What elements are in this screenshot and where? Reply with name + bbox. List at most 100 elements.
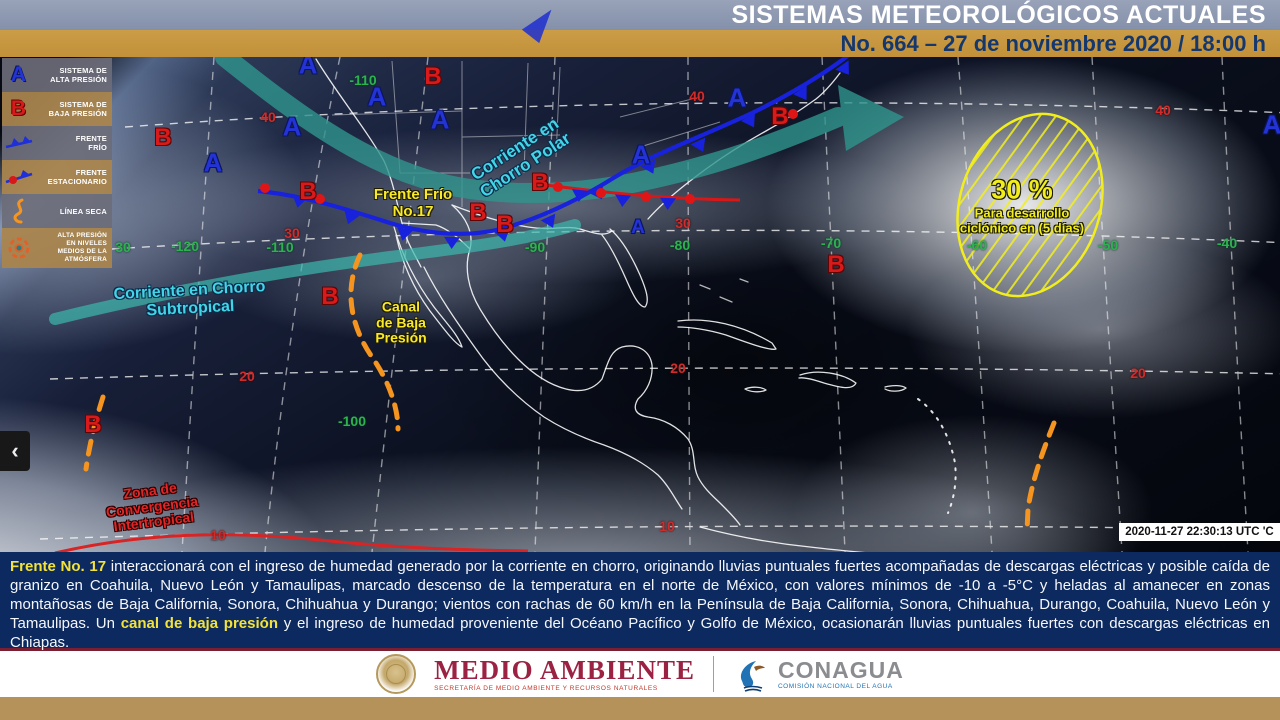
high-pressure-marker: A	[298, 57, 318, 80]
low-pressure-channel-label: Canal de Baja Presión	[375, 298, 427, 346]
dry-line-icon	[2, 197, 35, 225]
description-text-1: interaccionará con el ingreso de humedad…	[10, 558, 1270, 632]
footer-gold-bar	[0, 697, 1280, 720]
conagua-water-icon	[740, 661, 765, 692]
high-pressure-marker: A	[1262, 109, 1280, 140]
satellite-timestamp: 2020-11-27 22:30:13 UTC 'C	[1119, 523, 1280, 541]
legend-label: LÍNEA SECA	[59, 206, 107, 216]
footer-divider	[712, 656, 714, 692]
longitude-label: -90	[524, 239, 546, 255]
high-pressure-marker: A	[631, 217, 645, 238]
map-legend: A SISTEMA DE ALTA PRESIÓN B SISTEMA DE B…	[2, 58, 112, 268]
itcz-line	[54, 533, 529, 552]
low-pressure-marker: B	[469, 199, 487, 226]
high-pressure-icon: A	[10, 63, 27, 86]
legend-label: FRENTE ESTACIONARIO	[47, 168, 107, 186]
longitude-label: -40	[1216, 235, 1238, 251]
page-title: SISTEMAS METEOROLÓGICOS ACTUALES	[0, 0, 1280, 30]
low-pressure-marker: B	[496, 211, 514, 238]
development-probability-label: 30 % Para desarrollo ciclónico en (5 día…	[927, 175, 1117, 236]
cyclonic-development-area	[956, 112, 1104, 298]
longitude-label: -120	[170, 238, 200, 254]
conagua-subtitle: COMISIÓN NACIONAL DEL AGUA	[777, 682, 893, 690]
polar-jet-label: Corriente en Chorro Polar	[467, 113, 574, 202]
legend-item-high-pressure: A SISTEMA DE ALTA PRESIÓN	[2, 58, 112, 92]
footer-logos: MEDIO AMBIENTE SECRETARÍA DE MEDIO AMBIE…	[0, 651, 1280, 697]
latitude-label: 40	[260, 109, 276, 125]
latitude-label: 20	[239, 368, 255, 384]
cold-front-triangles	[292, 60, 849, 249]
map-overlay-graphics	[39, 57, 1280, 552]
legend-item-mid-level-high: ALTA PRESIÓN EN NIVELES MEDIOS DE LA ATM…	[2, 228, 112, 268]
low-pressure-marker: B	[154, 124, 172, 151]
low-pressure-marker: B	[771, 103, 789, 130]
latitude-label: 30	[675, 215, 691, 231]
dry-lines	[83, 252, 1057, 534]
stationary-front-icon	[2, 170, 35, 184]
latitude-label: 10	[659, 518, 675, 534]
forecast-description: Frente No. 17 interaccionará con el ingr…	[0, 552, 1280, 651]
latitude-label: 10	[210, 527, 226, 543]
conagua-title: CONAGUA	[777, 656, 904, 683]
stationary-front-dots	[260, 109, 798, 204]
development-text-2: ciclónico en (5 días)	[959, 220, 1085, 236]
legend-label: SISTEMA DE ALTA PRESIÓN	[50, 66, 107, 84]
front-number-highlight: Frente No. 17	[10, 558, 107, 575]
mid-level-high-icon	[2, 235, 35, 261]
conagua-logo: CONAGUA COMISIÓN NACIONAL DEL AGUA	[732, 655, 904, 693]
longitude-label: -80	[669, 237, 691, 253]
legend-label: ALTA PRESIÓN EN NIVELES MEDIOS DE LA ATM…	[57, 232, 107, 263]
longitude-label: -110	[266, 239, 294, 255]
longitude-label: -70	[820, 235, 842, 251]
latitude-label: 20	[1130, 365, 1146, 381]
development-percent: 30 %	[991, 174, 1053, 205]
bulletin-number-date: No. 664 – 27 de noviembre 2020 / 18:00 h	[0, 30, 1280, 57]
high-pressure-marker: A	[282, 111, 302, 142]
legend-item-cold-front: FRENTE FRÍO	[2, 126, 112, 160]
legend-item-stationary-front: FRENTE ESTACIONARIO	[2, 160, 112, 194]
legend-item-dry-line: LÍNEA SECA	[2, 194, 112, 228]
high-pressure-marker: A	[430, 104, 450, 135]
legend-label: SISTEMA DE BAJA PRESIÓN	[48, 100, 107, 118]
cold-front-icon	[2, 136, 35, 150]
state-border-lines	[331, 60, 721, 207]
high-pressure-marker: A	[631, 139, 651, 170]
low-pressure-icon: B	[10, 97, 27, 120]
latitude-label: 40	[689, 88, 705, 104]
legend-item-low-pressure: B SISTEMA DE BAJA PRESIÓN	[2, 92, 112, 126]
footer-accent-line	[0, 648, 1280, 651]
latitude-label: 40	[1155, 102, 1171, 118]
latitude-label: 20	[670, 360, 686, 376]
semarnat-logo: MEDIO AMBIENTE SECRETARÍA DE MEDIO AMBIE…	[434, 654, 695, 692]
high-pressure-marker: A	[367, 81, 387, 112]
latitude-label: 30	[284, 225, 300, 241]
previous-image-button[interactable]: ‹	[0, 431, 30, 471]
cold-front-line	[257, 57, 850, 236]
subtropical-jet-label: Corriente en Chorro Subtropical	[113, 278, 266, 320]
polar-jet-arrow	[215, 57, 904, 204]
high-pressure-marker: A	[727, 82, 747, 113]
low-pressure-marker: B	[531, 169, 549, 196]
low-pressure-marker: B	[299, 178, 317, 205]
low-pressure-marker: B	[827, 251, 845, 278]
low-channel-highlight: canal de baja presión	[120, 615, 278, 632]
legend-label: FRENTE FRÍO	[75, 134, 107, 152]
longitude-label: -50	[1097, 237, 1119, 253]
development-text-1: Para desarrollo	[974, 205, 1070, 221]
longitude-label: -110	[349, 72, 377, 88]
low-pressure-marker: B	[321, 283, 339, 310]
semarnat-title: MEDIO AMBIENTE	[434, 654, 695, 685]
cold-front-label: Frente Frío No.17	[373, 186, 453, 220]
itcz-label: Zona de Convergencia Intertropical	[104, 479, 199, 535]
government-seal-icon	[376, 654, 417, 694]
satellite-weather-map: A A A A A A A A A B B B B B B B B B B 40 40 40 30 30 20 20 20 10 10 3…	[0, 57, 1280, 552]
longitude-label: -100	[337, 413, 367, 429]
semarnat-subtitle: SECRETARÍA DE MEDIO AMBIENTE Y RECURSOS …	[434, 684, 658, 692]
low-pressure-marker: B	[424, 63, 442, 90]
high-pressure-marker: A	[203, 147, 223, 178]
description-text-2: y el ingreso de humedad proveniente del …	[10, 615, 1270, 651]
map-annotation-layer: A A A A A A A A A B B B B B B B B B B 40 40 40 30 30 20 20 20 10 10 3…	[0, 57, 1280, 552]
low-pressure-marker: B	[84, 411, 102, 438]
longitude-label: -60	[966, 237, 988, 253]
longitude-label: 30	[115, 239, 131, 255]
